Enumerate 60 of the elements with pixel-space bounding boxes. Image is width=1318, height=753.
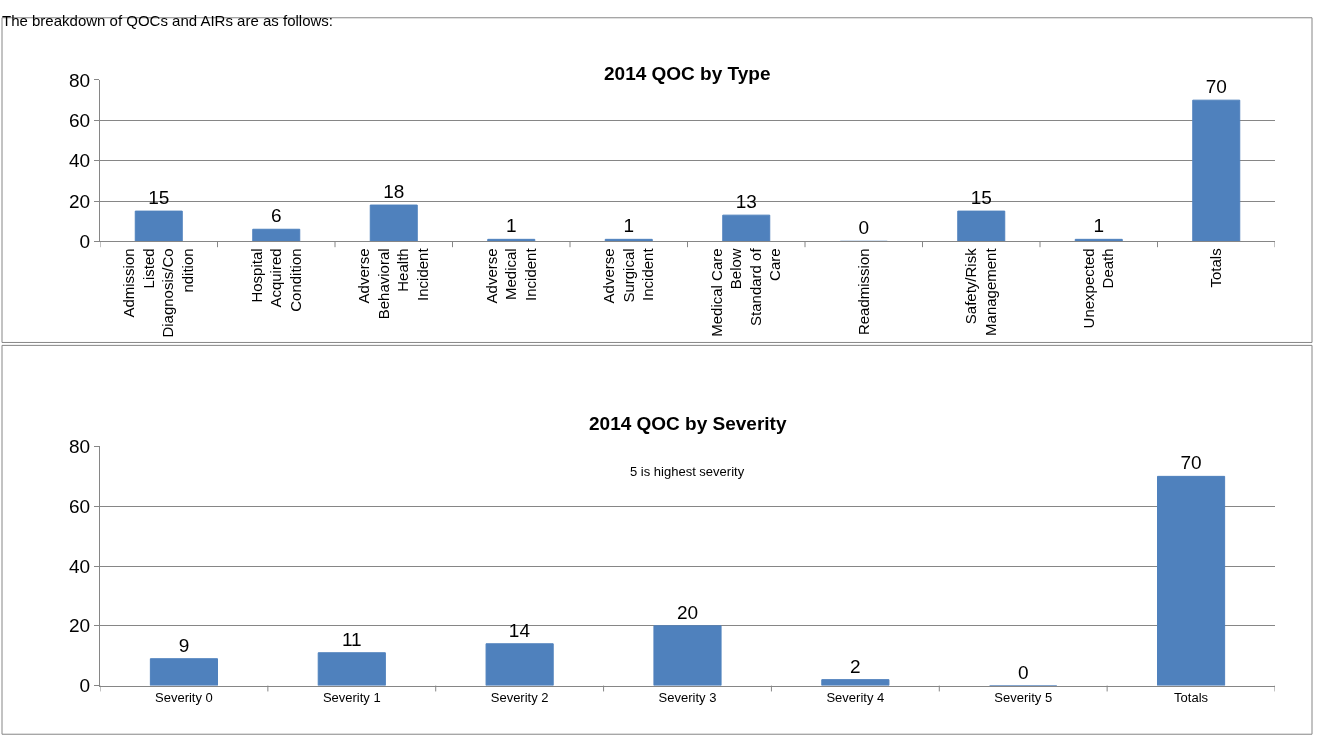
- bar: [369, 204, 418, 242]
- data-label: 13: [735, 191, 757, 213]
- data-label: 11: [341, 628, 362, 650]
- text: The breakdown of QOCs and AIRs are as follows:: [2, 12, 333, 29]
- x-tick-label: Admission Listed Diagnosis/Condition: [120, 248, 196, 338]
- data-label: 1: [1093, 215, 1105, 237]
- annotation: 5 is highest severity: [630, 464, 745, 479]
- y-tick-label: 80: [69, 436, 91, 458]
- data-label: 1: [505, 215, 517, 237]
- x-tick-label: Severity 2: [490, 690, 549, 706]
- x-tick-label: Severity 0: [155, 690, 213, 706]
- bar: [149, 658, 218, 686]
- bar: [1192, 99, 1241, 242]
- data-label: 2: [850, 655, 861, 677]
- data-label: 20: [676, 601, 699, 623]
- y-tick-label: 20: [69, 615, 91, 637]
- x-tick-label: Totals: [1207, 248, 1225, 288]
- data-label: 1: [623, 215, 635, 237]
- x-tick-label: Adverse Behavioral Health Incident: [355, 247, 431, 320]
- x-tick-label: Adverse Surgical Incident: [600, 247, 657, 304]
- y-tick-label: 60: [69, 495, 91, 517]
- bar: [722, 214, 771, 242]
- data-label: 18: [383, 181, 405, 203]
- x-tick-label: Medical Care Below Standard of Care: [707, 247, 784, 337]
- x-tick-label: Severity 4: [826, 690, 885, 706]
- x-tick-label: Severity 1: [322, 690, 381, 706]
- data-label: 14: [508, 619, 531, 641]
- data-label: 0: [858, 217, 870, 239]
- x-tick-label: Severity 3: [658, 690, 717, 706]
- y-tick-label: 40: [69, 555, 91, 577]
- y-tick-label: 0: [79, 231, 91, 253]
- x-tick-label: Unexpected Death: [1079, 248, 1117, 329]
- data-label: 9: [178, 634, 190, 656]
- x-tick-label: Safety/Risk Management: [962, 247, 999, 336]
- bar: [252, 228, 301, 242]
- data-label: 15: [970, 187, 992, 209]
- data-label: 6: [270, 205, 282, 227]
- x-tick-label: Adverse Medical Incident: [482, 247, 539, 304]
- data-label: 70: [1205, 76, 1227, 98]
- bar: [485, 643, 554, 686]
- bar: [134, 210, 183, 242]
- x-tick-label: Severity 5: [994, 690, 1053, 706]
- bar: [821, 679, 890, 686]
- chart-title: 2014 QOC by Severity: [589, 413, 787, 434]
- bar: [957, 210, 1006, 242]
- y-tick-label: 40: [69, 150, 91, 172]
- x-tick-label: Hospital Acquired Condition: [247, 248, 304, 312]
- data-label: 0: [1017, 661, 1029, 683]
- chart-title: 2014 QOC by Type: [604, 63, 771, 84]
- y-tick-label: 20: [69, 190, 91, 212]
- data-label: 15: [148, 187, 170, 209]
- y-tick-label: 80: [69, 69, 91, 91]
- data-label: 70: [1180, 452, 1202, 474]
- x-tick-label: Readmission: [854, 248, 872, 336]
- bar: [1157, 475, 1226, 686]
- x-tick-label: Totals: [1174, 690, 1209, 706]
- bar: [317, 652, 386, 686]
- bar: [653, 625, 722, 686]
- y-tick-label: 60: [69, 109, 91, 131]
- y-tick-label: 0: [79, 675, 91, 697]
